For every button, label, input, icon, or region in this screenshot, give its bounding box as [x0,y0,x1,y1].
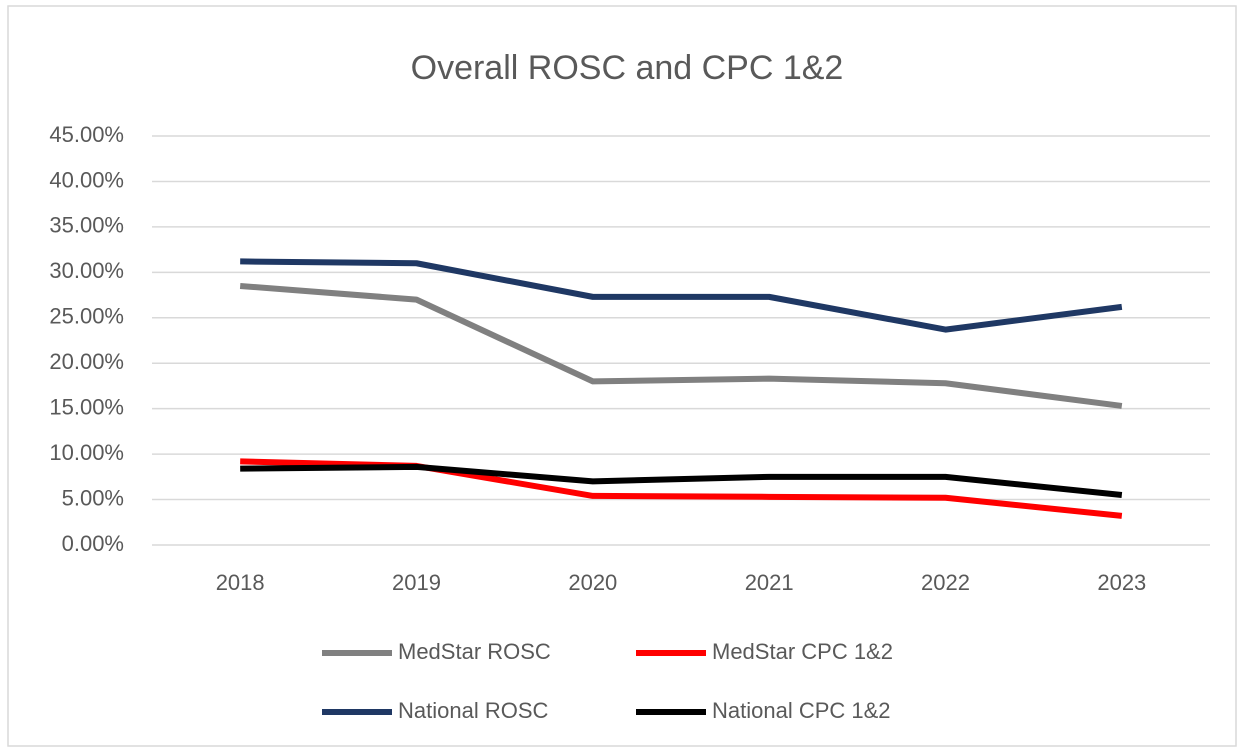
y-tick-label: 5.00% [62,485,124,510]
series-line [239,282,1123,409]
x-tick-label: 2018 [216,570,265,595]
x-tick-label: 2019 [392,570,441,595]
x-tick-label: 2023 [1097,570,1146,595]
x-tick-label: 2021 [745,570,794,595]
series-line [240,258,1123,333]
legend-label: MedStar CPC 1&2 [712,639,893,664]
y-tick-label: 20.00% [49,349,124,374]
y-tick-label: 35.00% [49,213,124,238]
chart-title: Overall ROSC and CPC 1&2 [411,49,844,87]
y-tick-label: 15.00% [49,394,124,419]
legend-label: National ROSC [398,698,549,723]
x-tick-label: 2020 [568,570,617,595]
y-tick-label: 10.00% [49,440,124,465]
y-tick-label: 0.00% [62,531,124,556]
legend-label: MedStar ROSC [398,639,551,664]
y-tick-label: 40.00% [49,167,124,192]
y-tick-label: 25.00% [49,304,124,329]
legend-label: National CPC 1&2 [712,698,891,723]
x-tick-label: 2022 [921,570,970,595]
chart-border [7,5,1237,747]
series-line [240,463,1123,498]
y-tick-label: 45.00% [49,122,124,147]
y-tick-label: 30.00% [49,258,124,283]
